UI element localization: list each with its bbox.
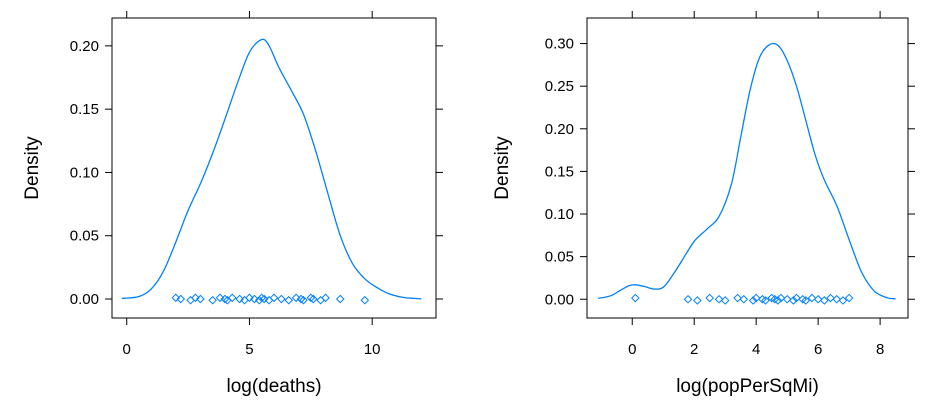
rug-point <box>820 296 829 305</box>
rug-point <box>761 296 770 305</box>
y-tick-label: 0.20 <box>70 38 99 55</box>
rug-point <box>733 293 742 303</box>
rug-point <box>335 294 345 304</box>
y-tick-label: 0.05 <box>545 249 574 266</box>
y-axis-title: Density <box>22 136 43 200</box>
rug-point <box>171 293 181 303</box>
x-tick-label: 0 <box>628 341 636 358</box>
rug-point <box>220 294 230 304</box>
rug-point <box>306 293 316 303</box>
x-axis-title: log(popPerSqMi) <box>676 376 819 397</box>
density-curve <box>598 42 896 300</box>
rug-point <box>316 295 325 305</box>
x-tick-label: 0 <box>123 341 131 358</box>
y-tick-label: 0.05 <box>70 228 99 245</box>
rug-point <box>631 293 640 303</box>
rug-point <box>227 293 237 303</box>
x-tick-label: 10 <box>364 341 381 358</box>
y-tick-label: 0.25 <box>545 78 574 95</box>
density-curve <box>121 38 422 300</box>
rug-point <box>813 294 823 304</box>
y-tick-label: 0.10 <box>545 206 574 223</box>
rug-point <box>792 293 801 303</box>
y-tick-label: 0.10 <box>70 164 99 181</box>
rug-point <box>714 294 724 304</box>
rug-point <box>250 294 259 304</box>
rug-point <box>257 293 267 303</box>
x-tick-label: 6 <box>814 341 822 358</box>
rug-point <box>360 295 370 305</box>
rug-point <box>277 294 286 304</box>
rug-point <box>296 294 306 304</box>
rug-point <box>208 295 217 305</box>
rug-point <box>748 296 758 305</box>
y-tick-label: 0.30 <box>545 36 574 53</box>
y-tick-label: 0.00 <box>70 291 99 308</box>
rug-point <box>299 295 308 305</box>
x-tick-label: 2 <box>690 341 698 358</box>
rug-point <box>751 293 761 303</box>
rug-point <box>782 294 792 304</box>
panel-log-popPerSqMi: 0 2 4 6 8 0.00 0.05 0.10 0.15 0.20 0.25 0.30 log(pop… <box>492 11 915 397</box>
rug-point <box>284 295 294 305</box>
rug-point <box>801 296 811 305</box>
rug-point <box>191 293 200 303</box>
rug-point <box>739 294 749 304</box>
y-tick-label: 0.20 <box>545 121 574 138</box>
rug-point <box>176 294 186 304</box>
rug-point <box>269 293 279 303</box>
rug-point <box>291 293 301 303</box>
rug-point <box>807 293 817 303</box>
rug-point <box>196 294 205 304</box>
rug-point <box>844 293 854 303</box>
rug-point <box>308 294 318 304</box>
rug-point <box>838 296 848 305</box>
rug-point <box>245 293 254 303</box>
plot-frame <box>586 17 909 319</box>
rug-point <box>826 293 835 303</box>
rug-point <box>776 293 786 303</box>
rug-point <box>259 294 269 304</box>
x-tick-label: 5 <box>245 341 253 358</box>
rug-point <box>832 294 842 304</box>
rug-point <box>692 296 702 305</box>
y-tick-label: 0.15 <box>545 163 574 180</box>
rug-point <box>321 293 330 303</box>
y-tick-label: 0.15 <box>70 101 99 118</box>
x-tick-label: 8 <box>876 341 884 358</box>
rug-point <box>235 294 244 304</box>
rug-point <box>720 296 730 305</box>
rug-point <box>683 294 693 304</box>
y-tick-label: 0.00 <box>545 291 574 308</box>
rug-point <box>773 296 783 305</box>
panel-log-deaths: 0 5 10 0.00 0.05 0.10 0.15 0.20 log(deaths) Densi… <box>22 11 443 397</box>
rug-point <box>186 295 195 305</box>
rug-point <box>215 293 225 303</box>
rug-point <box>254 295 264 305</box>
rug-point <box>789 296 798 305</box>
y-axis-title: Density <box>492 136 513 200</box>
x-tick-label: 4 <box>752 341 760 358</box>
rug-point <box>705 293 715 303</box>
plot-frame <box>111 17 437 319</box>
x-axis-title: log(deaths) <box>226 376 321 397</box>
